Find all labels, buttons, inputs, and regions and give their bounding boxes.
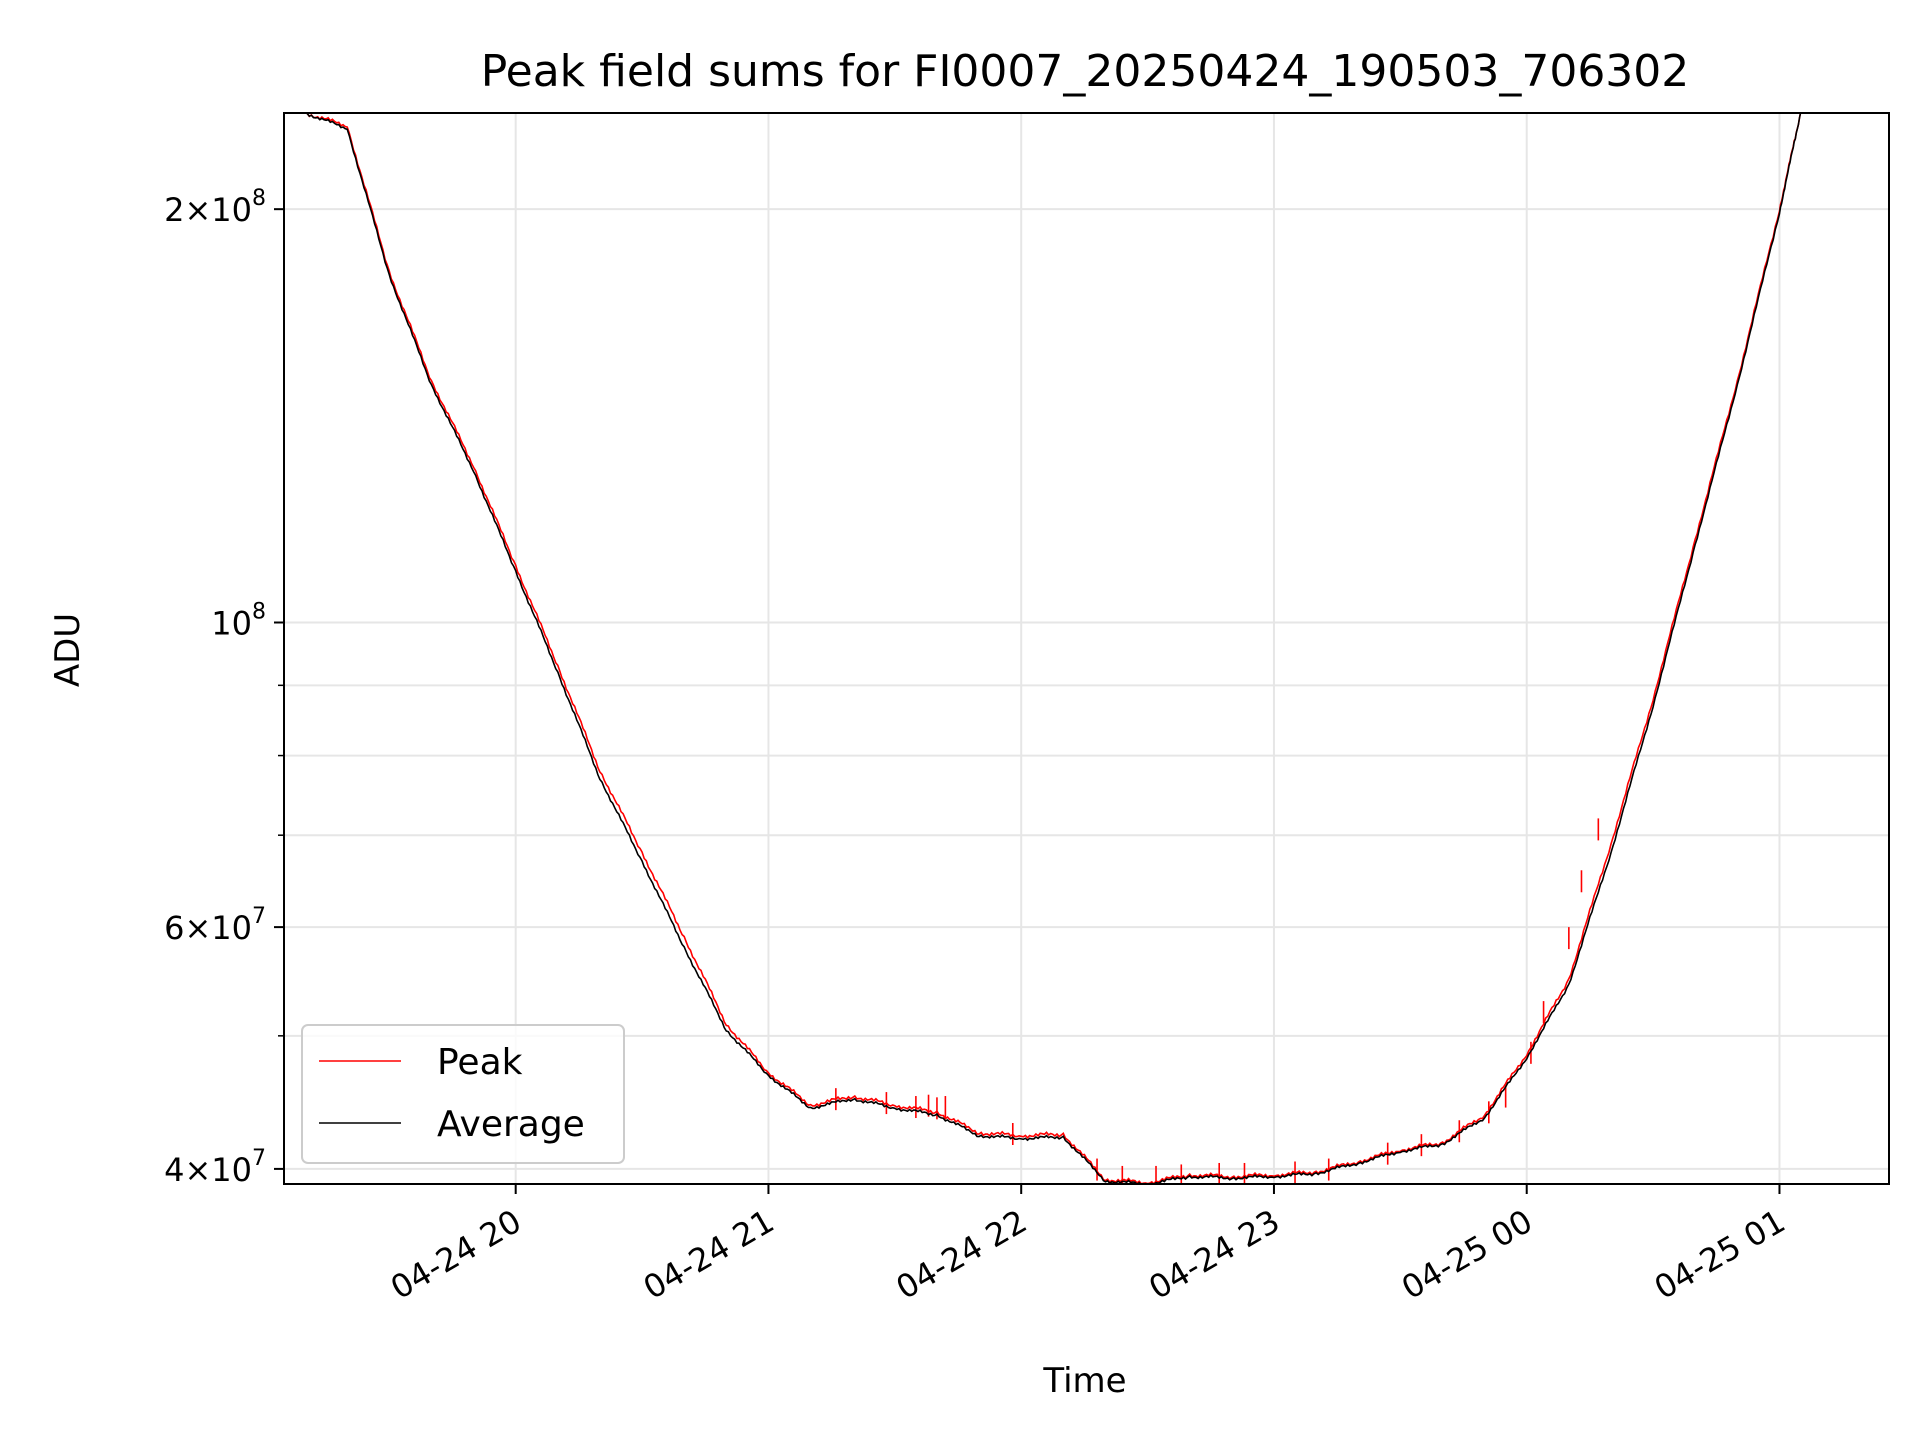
legend-box [301, 1024, 625, 1164]
series-line-average [304, 113, 1802, 1184]
y-tick-label: 108 [211, 600, 266, 643]
y-tick-label: 6×107 [164, 904, 266, 947]
legend-peak-label: Peak [437, 1042, 523, 1083]
series-layer [304, 113, 1802, 1184]
plot-frame [283, 112, 1890, 1185]
legend-average-label: Average [437, 1104, 585, 1145]
y-tick-label: 2×108 [164, 186, 266, 229]
y-tick-label: 4×107 [164, 1146, 266, 1189]
y-axis-label: ADU [48, 613, 88, 687]
legend: Peak Average [301, 1024, 625, 1164]
chart-title: Peak field sums for FI0007_20250424_1905… [481, 46, 1690, 97]
y-axis-ticks: 4×107 6×107 108 2×108 [164, 186, 284, 1189]
x-axis-label: Time [1042, 1361, 1126, 1401]
series-line-peak [304, 113, 1802, 1184]
